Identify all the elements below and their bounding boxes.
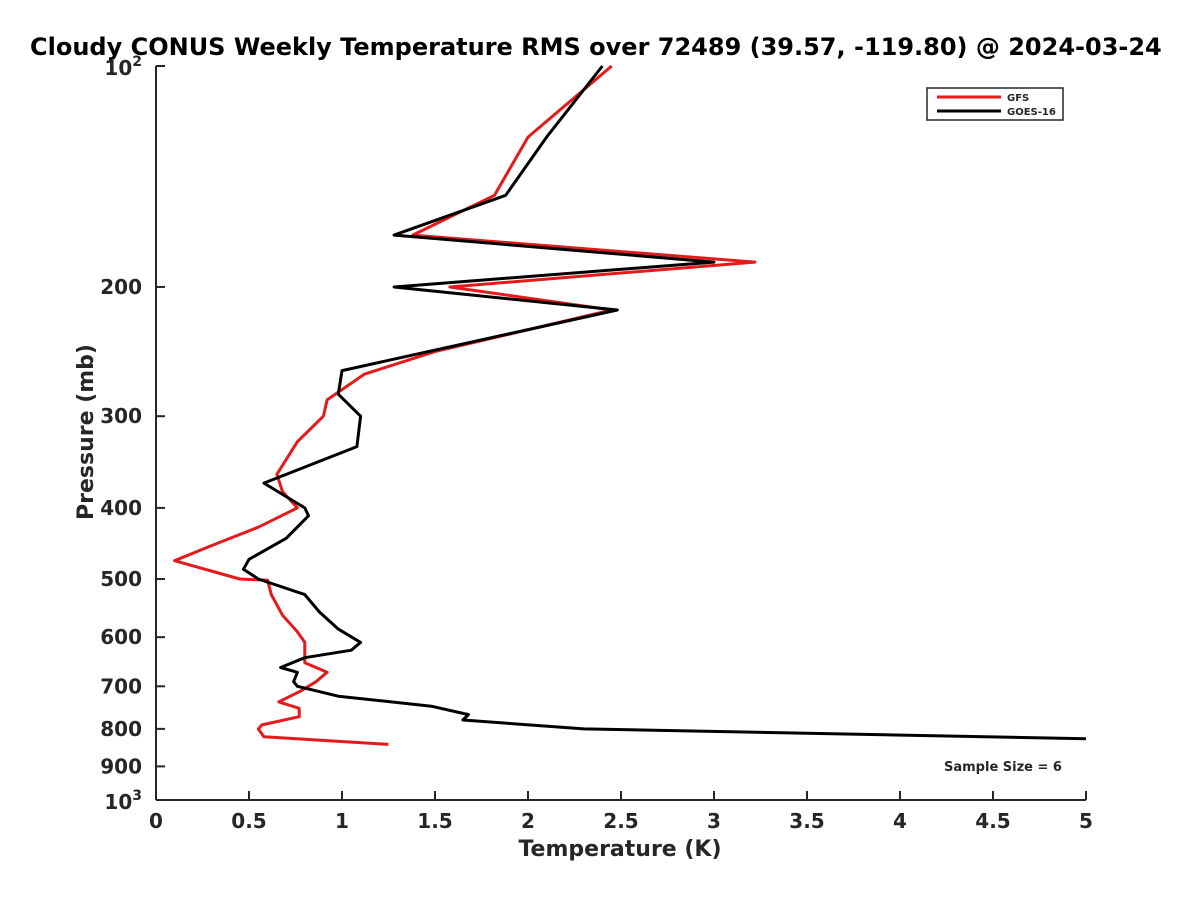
x-tick-label: 4 bbox=[893, 809, 907, 833]
x-tick-label: 3.5 bbox=[789, 809, 824, 833]
x-tick-label: 0.5 bbox=[231, 809, 266, 833]
y-tick-label: 300 bbox=[100, 404, 142, 428]
x-tick-label: 0 bbox=[149, 809, 163, 833]
chart-title: Cloudy CONUS Weekly Temperature RMS over… bbox=[30, 33, 1162, 61]
y-tick-label: 103 bbox=[104, 788, 142, 814]
y-tick-label: 400 bbox=[100, 496, 142, 520]
y-tick-label: 600 bbox=[100, 625, 142, 649]
series-group bbox=[173, 64, 1087, 746]
x-tick-label: 4.5 bbox=[975, 809, 1010, 833]
y-tick-label: 200 bbox=[100, 275, 142, 299]
x-tick-label: 2.5 bbox=[603, 809, 638, 833]
y-axis-label: Pressure (mb) bbox=[74, 344, 99, 520]
sample-size-annotation: Sample Size = 6 bbox=[944, 760, 1062, 775]
y-tick-label: 800 bbox=[100, 717, 142, 741]
x-tick-label: 2 bbox=[521, 809, 535, 833]
legend-label: GOES-16 bbox=[1007, 107, 1056, 118]
x-axis: 0 0.5 1 1.5 2 2.5 3 3.5 4 4.5 5 bbox=[149, 791, 1093, 833]
series-line-goes-16 bbox=[241, 65, 1087, 741]
x-axis-label: Temperature (K) bbox=[518, 837, 721, 862]
x-tick-label: 1 bbox=[335, 809, 349, 833]
x-tick-label: 3 bbox=[707, 809, 721, 833]
y-tick-label: 500 bbox=[100, 567, 142, 591]
series-line-gfs bbox=[173, 64, 757, 746]
y-tick-label: 700 bbox=[100, 674, 142, 698]
x-tick-label: 1.5 bbox=[417, 809, 452, 833]
x-tick-label: 5 bbox=[1079, 809, 1093, 833]
y-tick-label: 102 bbox=[104, 54, 142, 80]
y-tick-label: 900 bbox=[100, 754, 142, 778]
legend-label: GFS bbox=[1007, 93, 1029, 104]
legend-box bbox=[926, 87, 1064, 121]
y-axis: 102 200 300 400 500 600 700 800 900 103 bbox=[100, 54, 165, 814]
legend: GFS GOES-16 bbox=[926, 87, 1064, 121]
